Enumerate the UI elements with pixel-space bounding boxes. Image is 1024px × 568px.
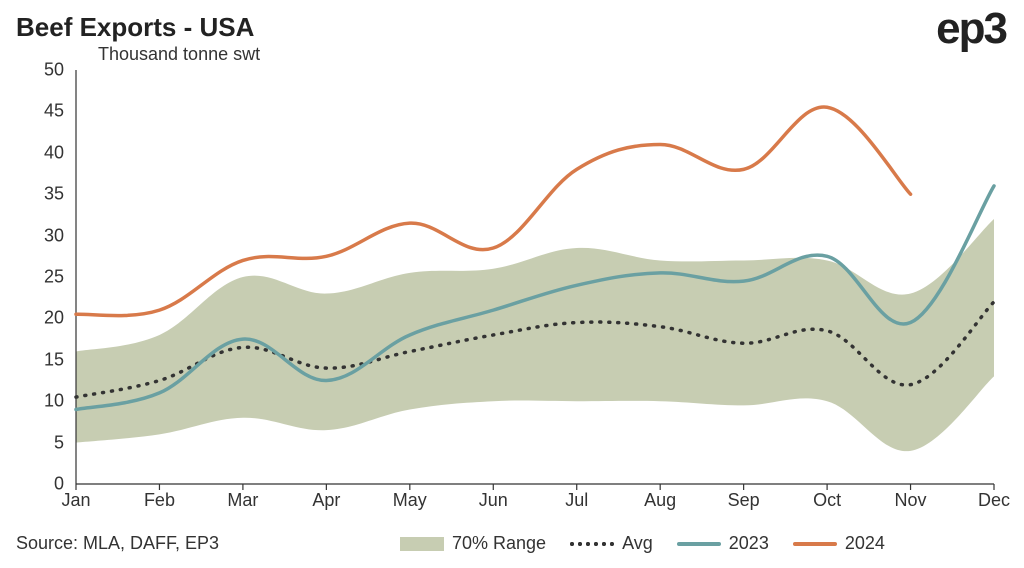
x-tick-label: Aug bbox=[644, 490, 676, 511]
legend-item-2023: 2023 bbox=[677, 533, 769, 554]
legend-2024-swatch bbox=[793, 542, 837, 546]
legend-2023-swatch bbox=[677, 542, 721, 546]
x-tick-label: Feb bbox=[144, 490, 175, 511]
y-tick-label: 5 bbox=[4, 432, 64, 453]
legend-item-2024: 2024 bbox=[793, 533, 885, 554]
legend-avg-label: Avg bbox=[622, 533, 653, 554]
x-tick-label: Jul bbox=[565, 490, 588, 511]
chart-container: Beef Exports - USA ep3 Thousand tonne sw… bbox=[0, 0, 1024, 568]
plot-svg bbox=[76, 70, 994, 484]
chart-title: Beef Exports - USA bbox=[16, 12, 254, 43]
x-tick-label: Dec bbox=[978, 490, 1010, 511]
y-axis-tick-labels: 05101520253035404550 bbox=[10, 70, 70, 484]
legend: 70% Range Avg 2023 2024 bbox=[400, 533, 885, 554]
y-tick-label: 35 bbox=[4, 184, 64, 205]
y-tick-label: 40 bbox=[4, 142, 64, 163]
y-tick-label: 50 bbox=[4, 60, 64, 81]
x-tick-label: Sep bbox=[728, 490, 760, 511]
y-tick-label: 15 bbox=[4, 349, 64, 370]
x-tick-label: Mar bbox=[227, 490, 258, 511]
x-tick-label: May bbox=[393, 490, 427, 511]
x-tick-label: Apr bbox=[312, 490, 340, 511]
y-tick-label: 30 bbox=[4, 225, 64, 246]
x-tick-label: Jan bbox=[61, 490, 90, 511]
x-axis-tick-labels: JanFebMarAprMayJunJulAugSepOctNovDec bbox=[76, 490, 994, 514]
y-axis-title: Thousand tonne swt bbox=[98, 44, 260, 65]
x-tick-label: Jun bbox=[479, 490, 508, 511]
legend-item-avg: Avg bbox=[570, 533, 653, 554]
y-tick-label: 10 bbox=[4, 391, 64, 412]
legend-2024-label: 2024 bbox=[845, 533, 885, 554]
plot-area bbox=[76, 70, 994, 484]
x-tick-label: Oct bbox=[813, 490, 841, 511]
x-tick-label: Nov bbox=[895, 490, 927, 511]
y-tick-label: 25 bbox=[4, 267, 64, 288]
brand-logo: ep3 bbox=[936, 4, 1006, 54]
legend-avg-swatch bbox=[570, 537, 614, 551]
range-band bbox=[76, 219, 994, 451]
y-tick-label: 45 bbox=[4, 101, 64, 122]
legend-2023-label: 2023 bbox=[729, 533, 769, 554]
legend-item-range: 70% Range bbox=[400, 533, 546, 554]
y-tick-label: 20 bbox=[4, 308, 64, 329]
legend-range-swatch bbox=[400, 537, 444, 551]
y-tick-label: 0 bbox=[4, 474, 64, 495]
source-attribution: Source: MLA, DAFF, EP3 bbox=[16, 533, 219, 554]
legend-range-label: 70% Range bbox=[452, 533, 546, 554]
